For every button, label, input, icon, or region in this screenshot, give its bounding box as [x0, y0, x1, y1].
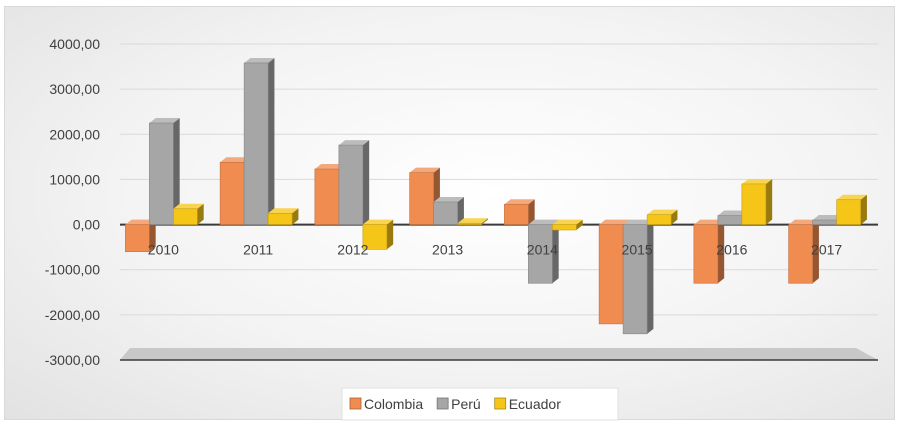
bar-side-perú-2014 — [552, 219, 559, 284]
x-category-label: 2012 — [337, 242, 368, 258]
x-category-label: 2011 — [243, 242, 273, 258]
bar-top-ecuador-2014 — [552, 219, 583, 225]
y-tick-label: 3000,00 — [49, 81, 100, 97]
bar-top-colombia-2014 — [504, 199, 535, 205]
bar-side-ecuador-2015 — [671, 209, 678, 225]
bar-top-ecuador-2012 — [362, 219, 394, 225]
bar-top-colombia-2013 — [409, 167, 440, 173]
bar-top-perú-2015 — [623, 219, 654, 225]
bar-side-colombia-2017 — [812, 219, 819, 284]
bar-ecuador-2012 — [362, 224, 388, 250]
legend-label-perú: Perú — [451, 396, 481, 412]
x-category-label: 2016 — [716, 242, 747, 258]
bar-top-ecuador-2016 — [741, 178, 773, 184]
bar-ecuador-2013 — [457, 222, 482, 225]
bar-top-ecuador-2017 — [836, 194, 867, 200]
bar-colombia-2016 — [693, 224, 719, 284]
bar-colombia-2011 — [219, 161, 245, 225]
bar-colombia-2017 — [788, 224, 813, 284]
bar-top-colombia-2015 — [599, 219, 630, 225]
bar-top-colombia-2010 — [125, 219, 156, 225]
legend-swatch-perú — [436, 397, 449, 410]
legend-label-ecuador: Ecuador — [509, 396, 561, 412]
bar-side-ecuador-2017 — [860, 194, 867, 225]
bar-perú-2010 — [149, 122, 174, 225]
bar-colombia-2010 — [125, 224, 150, 252]
bar-ecuador-2015 — [646, 214, 672, 225]
bar-side-colombia-2016 — [717, 219, 725, 284]
bar-side-ecuador-2016 — [765, 178, 773, 225]
bar-side-ecuador-2012 — [386, 219, 394, 250]
bar-colombia-2012 — [314, 168, 340, 225]
bar-top-ecuador-2013 — [457, 218, 488, 224]
x-category-label: 2015 — [622, 242, 653, 258]
legend-swatch-colombia — [349, 397, 362, 410]
legend-swatch-ecuador — [494, 397, 507, 410]
bar-perú-2016 — [717, 215, 743, 225]
bar-top-colombia-2012 — [314, 164, 346, 170]
bar-perú-2013 — [433, 201, 458, 225]
y-tick-label: 2000,00 — [49, 126, 100, 142]
bar-side-perú-2013 — [457, 197, 464, 225]
bar-top-perú-2010 — [149, 118, 180, 123]
bar-side-perú-2012 — [362, 140, 370, 225]
y-tick-label: -3000,00 — [45, 352, 100, 368]
bar-perú-2015 — [622, 224, 648, 335]
bar-top-colombia-2011 — [220, 157, 251, 163]
bar-top-perú-2016 — [717, 210, 749, 216]
y-tick-label: 4000,00 — [49, 36, 100, 52]
x-category-label: 2013 — [432, 242, 463, 258]
bar-side-perú-2011 — [268, 57, 275, 225]
bar-perú-2011 — [243, 62, 269, 225]
bar-colombia-2014 — [504, 203, 529, 225]
bar-top-perú-2012 — [338, 140, 370, 146]
y-tick-label: 1000,00 — [49, 171, 100, 187]
bar-top-ecuador-2011 — [268, 208, 299, 214]
bar-top-perú-2017 — [812, 215, 843, 221]
bar-side-perú-2010 — [173, 118, 180, 225]
y-tick-label: 0,00 — [73, 217, 100, 233]
bar-top-perú-2014 — [528, 219, 559, 225]
bar-perú-2017 — [812, 219, 837, 225]
bar-top-colombia-2016 — [693, 219, 725, 225]
bar-colombia-2015 — [598, 224, 624, 325]
bar-side-ecuador-2013 — [481, 218, 488, 225]
bar-ecuador-2010 — [173, 208, 198, 225]
bar-perú-2014 — [528, 224, 553, 284]
bar-top-ecuador-2015 — [647, 209, 678, 215]
legend-box — [341, 387, 619, 421]
bar-perú-2012 — [338, 144, 364, 225]
bar-top-ecuador-2010 — [173, 203, 204, 209]
bar-top-perú-2011 — [244, 57, 275, 63]
bar-top-perú-2013 — [433, 197, 464, 202]
y-tick-label: -2000,00 — [45, 307, 100, 323]
bar-side-colombia-2014 — [528, 199, 535, 225]
chart-floor — [120, 348, 878, 360]
bar-top-colombia-2017 — [788, 219, 819, 225]
legend-label-colombia: Colombia — [364, 396, 423, 412]
x-category-label: 2017 — [811, 242, 842, 258]
x-category-label: 2010 — [148, 242, 179, 258]
bar-ecuador-2011 — [267, 212, 293, 225]
bar-side-ecuador-2014 — [576, 219, 583, 230]
bar-side-perú-2015 — [647, 219, 654, 334]
bar-ecuador-2014 — [552, 224, 577, 231]
bar-colombia-2013 — [409, 172, 434, 225]
bar-ecuador-2017 — [836, 199, 861, 225]
bar-ecuador-2016 — [741, 183, 767, 225]
bar-side-colombia-2010 — [149, 219, 156, 252]
x-category-label: 2014 — [527, 242, 558, 258]
bar-side-ecuador-2011 — [292, 208, 299, 225]
bar-side-ecuador-2010 — [197, 203, 204, 225]
y-tick-label: -1000,00 — [45, 262, 100, 278]
